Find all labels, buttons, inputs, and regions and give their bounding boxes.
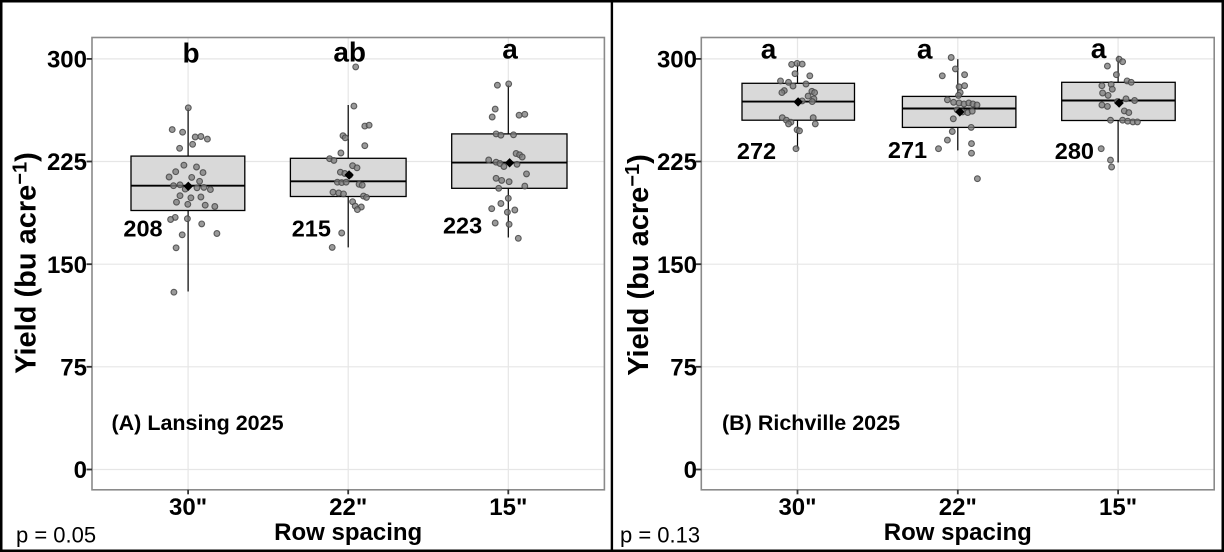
svg-text:Yield (bu acre−1): Yield (bu acre−1) <box>10 152 43 374</box>
svg-text:22": 22" <box>329 494 367 521</box>
svg-text:15": 15" <box>1099 494 1137 521</box>
svg-text:a: a <box>917 34 933 65</box>
svg-text:150: 150 <box>47 252 87 279</box>
svg-text:a: a <box>502 34 518 65</box>
svg-text:150: 150 <box>657 252 697 279</box>
svg-text:215: 215 <box>292 215 331 241</box>
svg-text:a: a <box>761 34 777 65</box>
svg-text:75: 75 <box>670 355 697 382</box>
svg-text:b: b <box>182 37 199 68</box>
svg-text:280: 280 <box>1055 138 1094 164</box>
svg-text:75: 75 <box>60 355 87 382</box>
svg-text:272: 272 <box>737 138 776 164</box>
svg-text:ab: ab <box>333 37 366 68</box>
svg-text:0: 0 <box>684 457 697 484</box>
svg-text:p = 0.05: p = 0.05 <box>16 523 96 548</box>
svg-text:p = 0.13: p = 0.13 <box>620 523 700 548</box>
svg-text:15": 15" <box>489 494 527 521</box>
svg-text:225: 225 <box>657 149 697 176</box>
svg-text:225: 225 <box>47 149 87 176</box>
svg-text:271: 271 <box>888 137 927 163</box>
svg-text:a: a <box>1091 33 1107 64</box>
svg-text:(B) Richville 2025: (B) Richville 2025 <box>722 411 900 435</box>
svg-text:0: 0 <box>74 457 87 484</box>
svg-text:300: 300 <box>657 47 697 74</box>
svg-text:Row spacing: Row spacing <box>884 519 1032 546</box>
svg-text:300: 300 <box>47 47 87 74</box>
svg-text:(A) Lansing 2025: (A) Lansing 2025 <box>112 411 284 435</box>
svg-text:22": 22" <box>939 494 977 521</box>
svg-text:223: 223 <box>443 213 482 239</box>
svg-text:30": 30" <box>778 494 816 521</box>
svg-text:Row spacing: Row spacing <box>274 519 422 546</box>
svg-text:Yield (bu acre−1): Yield (bu acre−1) <box>622 154 655 376</box>
svg-text:30": 30" <box>169 494 207 521</box>
svg-text:208: 208 <box>123 216 162 242</box>
